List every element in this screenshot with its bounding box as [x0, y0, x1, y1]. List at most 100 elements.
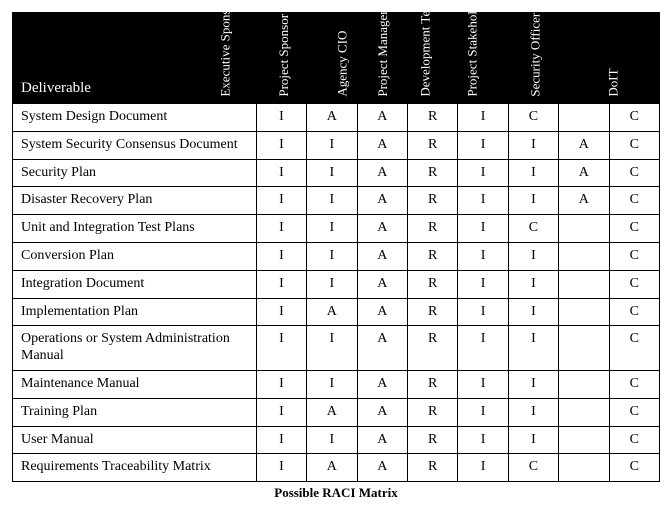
raci-value-cell: I: [508, 426, 558, 454]
raci-value-cell: A: [357, 370, 407, 398]
raci-value-cell: [559, 215, 609, 243]
raci-value-cell: I: [256, 426, 306, 454]
role-header-project-sponsor: Project Sponsor: [307, 13, 357, 104]
raci-value-cell: C: [609, 426, 659, 454]
deliverable-cell: Implementation Plan: [13, 298, 257, 326]
deliverable-cell: User Manual: [13, 426, 257, 454]
raci-value-cell: A: [357, 215, 407, 243]
raci-value-cell: I: [256, 215, 306, 243]
raci-value-cell: I: [307, 187, 357, 215]
raci-value-cell: I: [458, 398, 508, 426]
table-row: Implementation PlanIAARIIC: [13, 298, 660, 326]
raci-value-cell: A: [559, 187, 609, 215]
deliverable-cell: Requirements Traceability Matrix: [13, 454, 257, 482]
role-header-project-manager: Project Manager: [407, 13, 457, 104]
raci-value-cell: I: [256, 131, 306, 159]
raci-value-cell: A: [307, 398, 357, 426]
raci-value-cell: C: [508, 215, 558, 243]
raci-matrix-table: Deliverable Executive Sponsor Project Sp…: [12, 12, 660, 482]
raci-value-cell: C: [508, 104, 558, 132]
deliverable-cell: Operations or System Administration Manu…: [13, 326, 257, 371]
raci-value-cell: R: [407, 454, 457, 482]
raci-value-cell: A: [307, 104, 357, 132]
raci-value-cell: [559, 326, 609, 371]
raci-value-cell: C: [609, 270, 659, 298]
raci-value-cell: I: [307, 131, 357, 159]
deliverable-cell: Integration Document: [13, 270, 257, 298]
raci-value-cell: I: [458, 370, 508, 398]
raci-value-cell: C: [609, 242, 659, 270]
raci-value-cell: I: [508, 298, 558, 326]
raci-value-cell: A: [357, 104, 407, 132]
raci-value-cell: I: [256, 104, 306, 132]
raci-value-cell: [559, 370, 609, 398]
table-row: Integration DocumentIIARIIC: [13, 270, 660, 298]
table-row: System Security Consensus DocumentIIARII…: [13, 131, 660, 159]
raci-value-cell: I: [256, 398, 306, 426]
raci-value-cell: I: [458, 131, 508, 159]
raci-value-cell: C: [609, 187, 659, 215]
deliverable-cell: Conversion Plan: [13, 242, 257, 270]
raci-value-cell: I: [307, 370, 357, 398]
deliverable-cell: Training Plan: [13, 398, 257, 426]
raci-value-cell: [559, 454, 609, 482]
raci-value-cell: C: [609, 104, 659, 132]
raci-value-cell: A: [357, 454, 407, 482]
table-row: Unit and Integration Test PlansIIARICC: [13, 215, 660, 243]
raci-value-cell: I: [508, 159, 558, 187]
raci-value-cell: A: [559, 159, 609, 187]
raci-value-cell: R: [407, 298, 457, 326]
raci-value-cell: I: [508, 270, 558, 298]
raci-value-cell: C: [609, 159, 659, 187]
raci-value-cell: C: [609, 326, 659, 371]
raci-value-cell: C: [609, 370, 659, 398]
raci-value-cell: C: [609, 454, 659, 482]
raci-value-cell: I: [458, 454, 508, 482]
raci-value-cell: A: [357, 326, 407, 371]
raci-value-cell: I: [458, 298, 508, 326]
raci-value-cell: R: [407, 398, 457, 426]
raci-value-cell: A: [357, 298, 407, 326]
raci-value-cell: I: [307, 215, 357, 243]
raci-value-cell: A: [357, 131, 407, 159]
raci-value-cell: R: [407, 426, 457, 454]
raci-value-cell: C: [609, 298, 659, 326]
raci-value-cell: I: [508, 398, 558, 426]
raci-value-cell: A: [357, 270, 407, 298]
raci-value-cell: I: [508, 326, 558, 371]
raci-value-cell: I: [458, 326, 508, 371]
raci-value-cell: R: [407, 215, 457, 243]
table-row: Disaster Recovery PlanIIARIIAC: [13, 187, 660, 215]
table-row: Requirements Traceability MatrixIAARICC: [13, 454, 660, 482]
raci-value-cell: I: [508, 131, 558, 159]
raci-value-cell: A: [307, 454, 357, 482]
raci-value-cell: I: [458, 215, 508, 243]
raci-value-cell: [559, 298, 609, 326]
raci-value-cell: C: [609, 131, 659, 159]
deliverable-cell: System Security Consensus Document: [13, 131, 257, 159]
raci-value-cell: R: [407, 370, 457, 398]
raci-value-cell: I: [508, 370, 558, 398]
raci-value-cell: I: [508, 187, 558, 215]
raci-value-cell: A: [559, 131, 609, 159]
raci-value-cell: I: [458, 426, 508, 454]
role-header-doit: DoIT: [609, 13, 659, 104]
raci-value-cell: R: [407, 326, 457, 371]
raci-value-cell: I: [307, 426, 357, 454]
raci-value-cell: I: [307, 270, 357, 298]
raci-value-cell: C: [609, 215, 659, 243]
raci-value-cell: I: [256, 242, 306, 270]
raci-value-cell: [559, 242, 609, 270]
table-row: Security PlanIIARIIAC: [13, 159, 660, 187]
raci-value-cell: I: [256, 159, 306, 187]
raci-value-cell: I: [508, 242, 558, 270]
deliverable-cell: Security Plan: [13, 159, 257, 187]
raci-value-cell: [559, 270, 609, 298]
deliverable-cell: System Design Document: [13, 104, 257, 132]
raci-value-cell: I: [458, 159, 508, 187]
raci-value-cell: I: [307, 242, 357, 270]
table-caption: Possible RACI Matrix: [12, 485, 660, 501]
table-row: User ManualIIARIIC: [13, 426, 660, 454]
raci-value-cell: I: [256, 187, 306, 215]
table-row: Training PlanIAARIIC: [13, 398, 660, 426]
